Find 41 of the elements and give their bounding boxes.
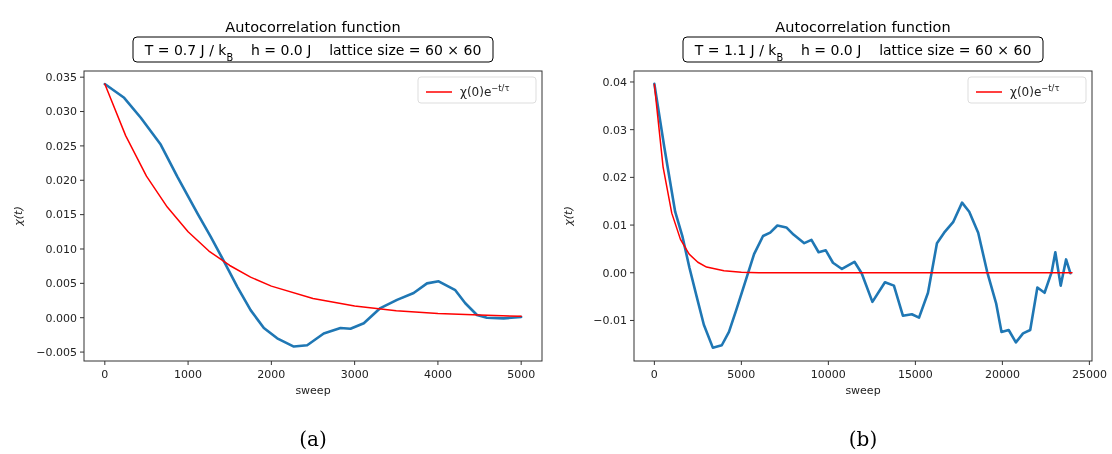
text: (b) [848, 427, 878, 451]
y-tick-label: 0.01 [602, 218, 627, 232]
x-tick-label: 5000 [727, 368, 756, 381]
legend-label: χ(0)e$^{−t/τ}$ [460, 83, 510, 100]
y-tick-label: 0.025 [45, 139, 77, 153]
x-tick-label: 5000 [507, 368, 536, 381]
text: T = 1.1 J / k$_{B}$ h = 0.0 J lattice size = 60 × 60 [694, 42, 1032, 63]
x-tick-label: 3000 [340, 368, 369, 381]
y-tick-label: 0.030 [45, 105, 77, 119]
y-tick-label: 0.015 [45, 208, 77, 222]
y-tick-label: 0.02 [602, 171, 627, 185]
legend-label: χ(0)e$^{−t/τ}$ [1010, 83, 1060, 100]
x-tick-label: 20000 [984, 368, 1020, 381]
y-tick-label: 0.010 [45, 242, 77, 256]
y-tick-label: 0.020 [45, 174, 77, 188]
x-tick-label: 2000 [257, 368, 286, 381]
line-series [653, 82, 1072, 349]
y-tick-label: 0.00 [602, 266, 627, 280]
x-axis-title: sweep [845, 384, 881, 397]
line-series [653, 83, 1073, 274]
x-tick-label: 10000 [810, 368, 846, 381]
x-axis-title: sweep [295, 384, 331, 397]
chart-title: Autocorrelation function [775, 19, 951, 35]
x-tick-label: 15000 [897, 368, 933, 381]
y-tick-label: 0.03 [602, 123, 627, 137]
text: T = 0.7 J / k$_{B}$ h = 0.0 J lattice size = 60 × 60 [144, 42, 482, 63]
y-tick-label: 0.04 [602, 75, 627, 89]
y-tick-label: −0.005 [36, 345, 77, 359]
x-tick-label: 0 [101, 368, 109, 381]
y-tick-label: −0.01 [593, 314, 627, 328]
y-tick-label: 0.000 [45, 311, 77, 325]
x-tick-label: 0 [650, 368, 658, 381]
x-tick-label: 25000 [1071, 368, 1107, 381]
chart-title: Autocorrelation function [225, 19, 401, 35]
text: (a) [299, 427, 327, 451]
y-axis-title: χ(t) [12, 206, 25, 227]
x-tick-label: 1000 [174, 368, 203, 381]
y-tick-label: 0.005 [45, 277, 77, 291]
y-tick-label: 0.035 [45, 71, 77, 85]
x-tick-label: 4000 [423, 368, 452, 381]
y-axis-title: χ(t) [562, 206, 575, 227]
